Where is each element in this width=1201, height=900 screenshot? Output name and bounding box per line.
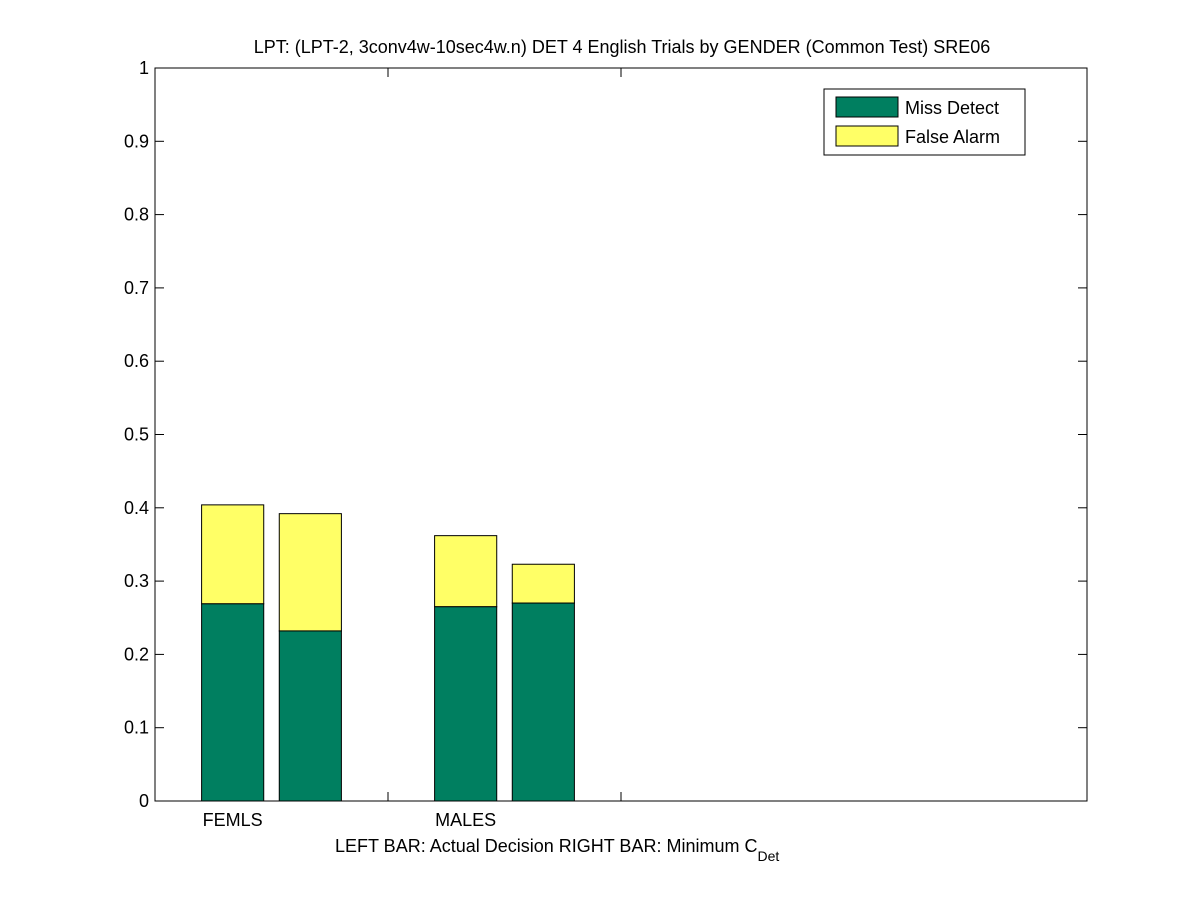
bar-miss-detect-femls-min [278, 630, 342, 802]
y-tick-label: 0.6 [124, 351, 149, 371]
legend-swatch-false-alarm [835, 125, 899, 147]
bar-false-alarm-males-actual [434, 535, 498, 608]
legend-label-false-alarm: False Alarm [905, 127, 1000, 147]
y-tick-label: 0.2 [124, 644, 149, 664]
x-axis: FEMLS MALES [203, 68, 622, 830]
chart-title: LPT: (LPT-2, 3conv4w-10sec4w.n) DET 4 En… [254, 37, 991, 57]
bar-miss-detect-males-min [511, 602, 575, 802]
legend-label-miss-detect: Miss Detect [905, 98, 999, 118]
x-axis-label-subscript: Det [757, 848, 779, 864]
x-axis-label: LEFT BAR: Actual Decision RIGHT BAR: Min… [335, 836, 779, 864]
y-tick-label: 0.3 [124, 571, 149, 591]
bar-false-alarm-femls-min [278, 513, 342, 632]
x-tick-label-femls: FEMLS [203, 810, 263, 830]
bars-layer [201, 504, 575, 802]
y-tick-label: 0.7 [124, 278, 149, 298]
plot-area: 0 0.1 0.2 0.3 0.4 0.5 0.6 0.7 0.8 0.9 1 FEMLS MALES [124, 58, 1088, 830]
y-tick-label: 1 [139, 58, 149, 78]
bar-miss-detect-males-actual [434, 606, 498, 802]
y-tick-label: 0.4 [124, 498, 149, 518]
x-tick-label-males: MALES [435, 810, 496, 830]
legend: Miss Detect False Alarm [823, 88, 1026, 156]
y-tick-label: 0.1 [124, 718, 149, 738]
y-tick-label: 0.8 [124, 205, 149, 225]
y-tick-label: 0 [139, 791, 149, 811]
bar-false-alarm-males-min [511, 563, 575, 604]
legend-swatch-miss-detect [835, 96, 899, 118]
bar-false-alarm-femls-actual [201, 504, 265, 605]
y-tick-label: 0.9 [124, 131, 149, 151]
y-tick-label: 0.5 [124, 425, 149, 445]
y-axis: 0 0.1 0.2 0.3 0.4 0.5 0.6 0.7 0.8 0.9 1 [124, 58, 1087, 811]
bar-miss-detect-femls-actual [201, 603, 265, 802]
x-axis-label-main: LEFT BAR: Actual Decision RIGHT BAR: Min… [335, 836, 757, 856]
